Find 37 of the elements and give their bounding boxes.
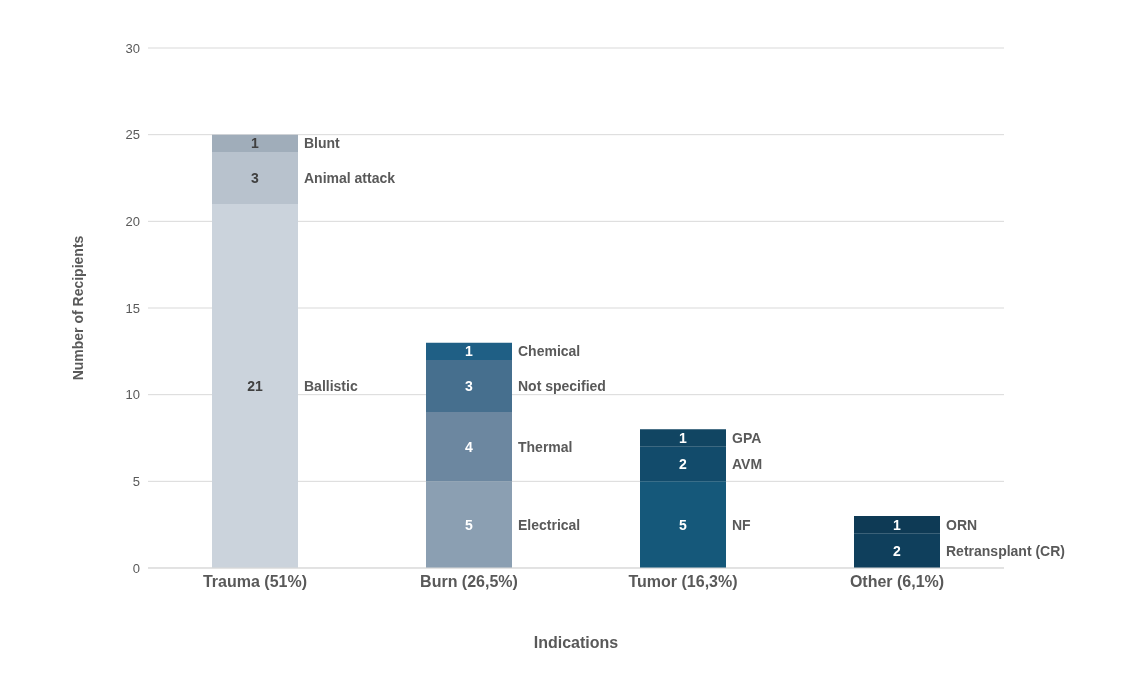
- data-label: 1: [465, 343, 474, 360]
- y-tick-label: 30: [125, 40, 140, 56]
- x-tick-label: Burn (26,5%): [420, 573, 518, 591]
- series-label: Thermal: [518, 438, 573, 455]
- y-tick-label: 0: [132, 560, 140, 576]
- data-label: 3: [251, 169, 260, 186]
- series-label: Ballistic: [304, 377, 358, 394]
- series-label: AVM: [732, 455, 763, 472]
- series-label: ORN: [946, 516, 978, 533]
- data-label: 1: [893, 516, 902, 533]
- data-label: 4: [465, 438, 474, 455]
- data-label: 1: [251, 135, 260, 152]
- y-tick-label: 20: [125, 213, 140, 229]
- series-label: Electrical: [518, 516, 581, 533]
- y-tick-label: 15: [125, 300, 140, 316]
- y-axis-title: Number of Recipients: [69, 235, 86, 381]
- x-tick-label: Trauma (51%): [202, 573, 308, 591]
- data-label: 5: [465, 516, 474, 533]
- data-label: 3: [465, 377, 474, 394]
- x-tick-label: Tumor (16,3%): [628, 573, 738, 591]
- series-label: GPA: [732, 429, 762, 446]
- series-label: NF: [732, 516, 752, 533]
- data-label: 21: [247, 377, 263, 394]
- x-tick-label: Other (6,1%): [849, 573, 945, 591]
- data-label: 5: [679, 516, 688, 533]
- series-label: Chemical: [518, 343, 581, 360]
- y-tick-label: 10: [125, 387, 140, 403]
- series-label: Not specified: [518, 377, 606, 394]
- series-label: Retransplant (CR): [946, 542, 1066, 559]
- data-label: 1: [679, 429, 688, 446]
- y-tick-label: 5: [132, 473, 140, 489]
- x-axis-title: Indications: [533, 634, 619, 651]
- data-label: 2: [679, 455, 688, 472]
- series-label: Blunt: [304, 135, 341, 152]
- data-label: 2: [893, 542, 902, 559]
- y-tick-label: 25: [125, 127, 140, 143]
- series-label: Animal attack: [304, 169, 396, 186]
